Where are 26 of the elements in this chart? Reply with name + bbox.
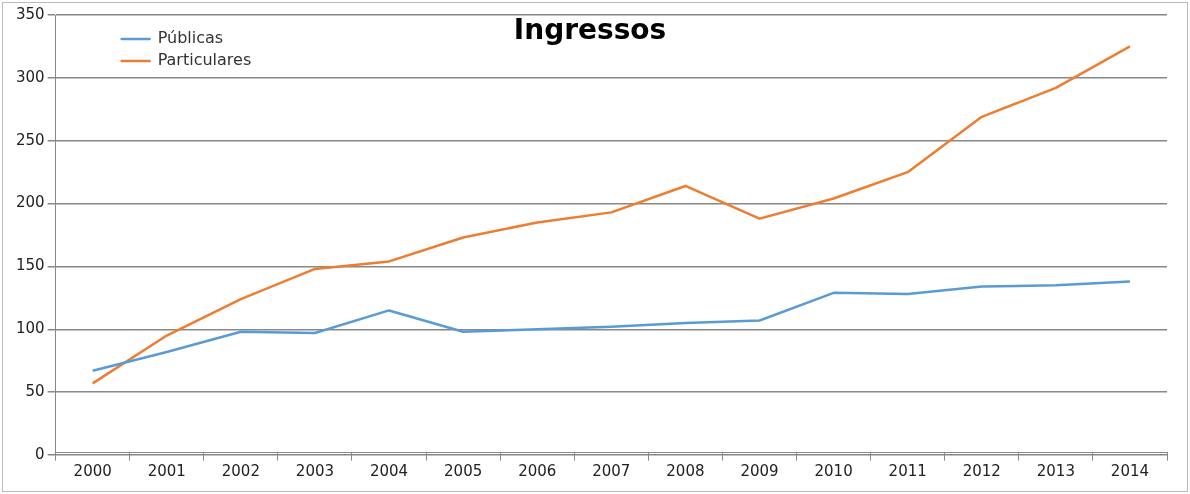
x-tick-label: 2003: [295, 462, 335, 481]
legend-label: Públicas: [157, 28, 224, 48]
y-tick-label: 50: [25, 382, 45, 401]
x-tick-label: 2012: [962, 462, 1001, 481]
y-tick-label: 200: [15, 193, 45, 212]
x-tick-label: 2006: [518, 462, 557, 481]
x-tick-label: 2011: [888, 462, 927, 481]
x-tick-label: 2000: [73, 462, 112, 481]
x-tick-label: 2007: [592, 462, 631, 481]
y-tick-label: 250: [15, 130, 45, 149]
x-tick-label: 2010: [814, 462, 853, 481]
chart-title: Ingressos: [513, 13, 667, 47]
x-tick-label: 2008: [666, 462, 705, 481]
x-tick-label: 2002: [221, 462, 260, 481]
legend-label: Particulares: [157, 50, 252, 70]
y-tick-label: 150: [15, 256, 45, 275]
y-tick-label: 300: [15, 67, 45, 86]
y-tick-label: 0: [35, 444, 45, 463]
y-tick-label: 350: [15, 4, 45, 23]
x-tick-label: 2014: [1110, 462, 1150, 481]
y-tick-label: 100: [15, 319, 45, 338]
x-tick-label: 2009: [740, 462, 779, 481]
x-tick-label: 2001: [147, 462, 186, 481]
x-tick-label: 2004: [369, 462, 409, 481]
x-tick-label: 2013: [1036, 462, 1075, 481]
x-tick-label: 2005: [444, 462, 483, 481]
